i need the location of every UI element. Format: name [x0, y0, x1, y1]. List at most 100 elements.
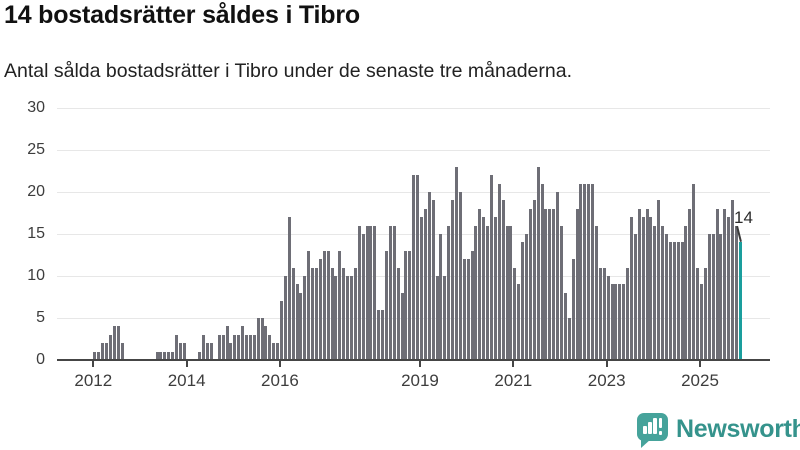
y-axis-tick-label: 25	[27, 141, 45, 158]
x-axis-tick	[185, 360, 188, 367]
bar	[244, 334, 248, 360]
bar	[346, 276, 350, 360]
bar	[731, 200, 735, 360]
bar	[618, 284, 622, 360]
bar	[221, 334, 225, 360]
bar	[159, 351, 163, 360]
bar	[735, 225, 738, 360]
bar	[622, 284, 626, 360]
bar	[521, 242, 525, 360]
bar	[174, 334, 178, 360]
bar	[571, 259, 575, 360]
x-axis-tick-label: 2023	[587, 371, 626, 390]
bar	[552, 208, 556, 360]
value-annotation: 14	[734, 208, 753, 227]
bar	[392, 225, 396, 360]
bar	[548, 208, 552, 360]
bar	[587, 183, 591, 360]
bar	[291, 267, 295, 360]
bar	[155, 351, 159, 360]
bar	[575, 208, 579, 360]
x-axis-tick	[92, 360, 95, 367]
bar	[661, 225, 665, 360]
bar	[567, 318, 571, 360]
bar	[361, 234, 365, 360]
bar	[458, 192, 462, 360]
bar	[680, 242, 684, 360]
logo-speech-bubble-tail	[641, 439, 651, 448]
bar	[338, 250, 342, 360]
bar	[416, 175, 420, 360]
bar	[264, 326, 268, 360]
y-axis-tick-label: 20	[27, 183, 45, 200]
bar	[641, 217, 645, 360]
bar	[93, 351, 97, 360]
bar	[104, 343, 108, 360]
bar	[602, 267, 606, 360]
bar	[583, 183, 587, 360]
bar	[209, 343, 213, 360]
bar	[556, 192, 560, 360]
bar	[116, 326, 120, 360]
bar	[314, 267, 318, 360]
bar	[614, 284, 618, 360]
bar	[626, 267, 630, 360]
bar	[396, 267, 400, 360]
bar	[97, 351, 101, 360]
bar	[595, 225, 598, 360]
bar	[381, 309, 385, 360]
newsworthy-logo-icon	[637, 413, 668, 441]
bar	[287, 217, 291, 360]
bar	[326, 250, 330, 360]
bar	[525, 234, 528, 360]
x-axis-tick-label: 2014	[167, 371, 206, 390]
bar	[657, 200, 661, 360]
bar	[167, 351, 171, 360]
x-axis-tick	[418, 360, 421, 367]
plot-area: 14 2012 2014 2016 2019 2021 2023 2025	[57, 107, 770, 390]
x-axis-tick	[699, 360, 701, 367]
bar	[163, 351, 167, 360]
bar	[330, 267, 334, 360]
bar	[700, 284, 703, 360]
x-axis-tick-label: 2021	[494, 371, 533, 390]
x-axis-tick	[605, 360, 608, 367]
bar	[311, 267, 315, 360]
y-axis-tick-label: 5	[36, 309, 45, 326]
bar	[120, 343, 124, 360]
bar	[536, 166, 540, 360]
bar	[645, 208, 649, 360]
bar	[237, 334, 241, 360]
bar	[283, 276, 287, 360]
bar	[478, 208, 482, 360]
bar	[630, 217, 633, 360]
bar	[707, 234, 711, 360]
x-axis-tick-label: 2016	[261, 371, 299, 390]
bar	[349, 276, 353, 360]
bar	[470, 250, 474, 360]
y-axis-tick-label: 30	[27, 99, 45, 116]
y-axis-tick-label: 0	[36, 351, 45, 368]
bar	[474, 225, 478, 360]
bar	[517, 284, 521, 360]
bar	[400, 292, 404, 360]
bar	[610, 284, 614, 360]
bar	[692, 183, 696, 360]
bar	[544, 208, 548, 360]
bar	[178, 343, 182, 360]
bar	[299, 292, 303, 360]
bar	[198, 351, 202, 360]
x-axis-tick-label: 2012	[74, 371, 113, 390]
x-axis-tick	[512, 360, 515, 367]
bar	[272, 343, 276, 360]
bar	[260, 318, 264, 360]
bar	[528, 208, 532, 360]
bar	[353, 267, 357, 360]
bar	[579, 183, 583, 360]
bar	[171, 351, 175, 360]
bar	[295, 284, 299, 360]
bar	[649, 217, 653, 360]
bar	[276, 343, 280, 360]
bar	[225, 326, 229, 360]
